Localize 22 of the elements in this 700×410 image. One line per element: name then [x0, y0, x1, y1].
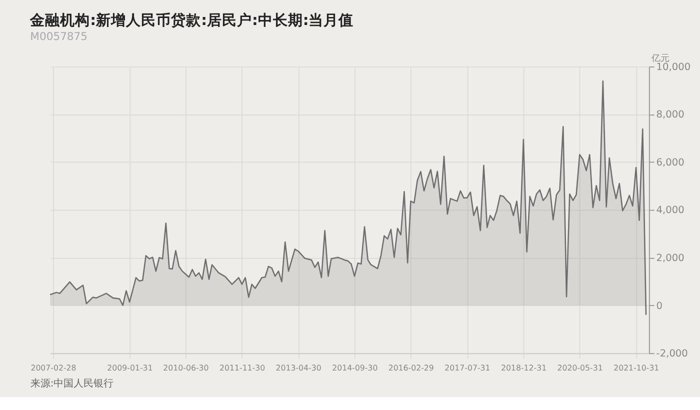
y-tick-label: 6,000 [656, 157, 684, 168]
x-tick-label: 2021-10-31 [614, 363, 660, 372]
x-tick-label: 2007-02-28 [30, 363, 76, 372]
x-tick-label: 2009-01-31 [107, 363, 153, 372]
y-tick-label: 8,000 [656, 110, 684, 121]
x-tick-label: 2017-07-31 [444, 363, 490, 372]
x-tick-label: 2010-06-30 [163, 363, 209, 372]
source-note: 来源:中国人民银行 [30, 378, 114, 390]
x-tick-label: 2016-02-29 [388, 363, 434, 372]
x-tick-label: 2018-12-31 [501, 363, 547, 372]
y-axis-title: 亿元 [650, 53, 670, 64]
x-tick-label: 2020-05-31 [557, 363, 603, 372]
y-tick-label: -2,000 [656, 348, 688, 360]
y-tick-label: 2,000 [656, 253, 684, 264]
x-tick-label: 2013-04-30 [276, 363, 322, 372]
chart-subtitle: M0057875 [30, 30, 88, 43]
y-tick-label: 10,000 [656, 62, 691, 73]
chart-title: 金融机构:新增人民币贷款:居民户:中长期:当月值 [29, 11, 354, 30]
x-tick-label: 2014-09-30 [332, 363, 378, 372]
x-tick-label: 2011-11-30 [220, 363, 266, 372]
y-tick-label: 0 [656, 300, 663, 312]
y-tick-label: 4,000 [656, 205, 684, 216]
